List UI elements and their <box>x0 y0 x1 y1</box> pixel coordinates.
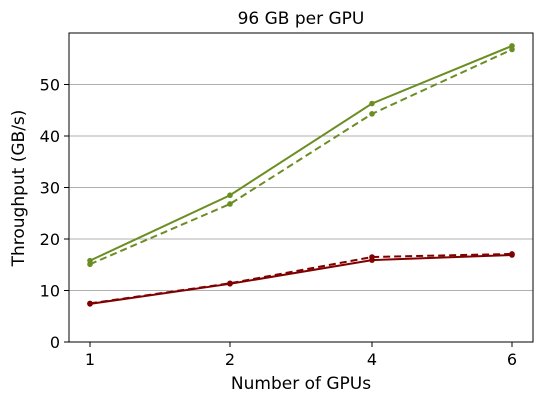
x-tick-label: 6 <box>507 350 517 369</box>
data-point <box>87 300 93 307</box>
y-axis-label: Throughput (GB/s) <box>9 110 29 268</box>
x-axis-label: Number of GPUs <box>231 374 371 394</box>
data-point <box>369 111 375 117</box>
y-tick-label: 40 <box>40 127 60 146</box>
series-0 <box>87 43 515 264</box>
data-point <box>369 254 375 260</box>
x-axis-ticks: 1 2 4 6 <box>85 342 517 369</box>
data-point <box>227 192 233 199</box>
series-line <box>89 253 513 305</box>
data-point <box>87 261 93 268</box>
chart-title: 96 GB per GPU <box>238 9 365 29</box>
x-tick-label: 4 <box>367 350 377 369</box>
y-tick-label: 10 <box>40 282 60 301</box>
series-line <box>89 252 513 305</box>
y-tick-label: 0 <box>50 333 60 352</box>
x-tick-label: 1 <box>85 350 95 369</box>
data-point <box>369 100 375 107</box>
data-point <box>227 280 233 287</box>
y-axis-ticks: 0 10 20 30 40 50 <box>40 76 69 352</box>
data-point <box>227 201 233 207</box>
data-point <box>509 46 515 53</box>
y-tick-label: 30 <box>40 179 60 198</box>
series-1 <box>87 46 515 268</box>
series-2 <box>87 252 515 307</box>
series-group <box>87 43 515 307</box>
data-point <box>509 251 515 257</box>
y-tick-label: 50 <box>40 76 60 95</box>
y-tick-label: 20 <box>40 230 60 249</box>
series-3 <box>87 251 515 307</box>
x-tick-label: 2 <box>225 350 235 369</box>
series-line <box>89 48 513 266</box>
series-line <box>89 44 513 262</box>
gridlines <box>69 84 533 291</box>
